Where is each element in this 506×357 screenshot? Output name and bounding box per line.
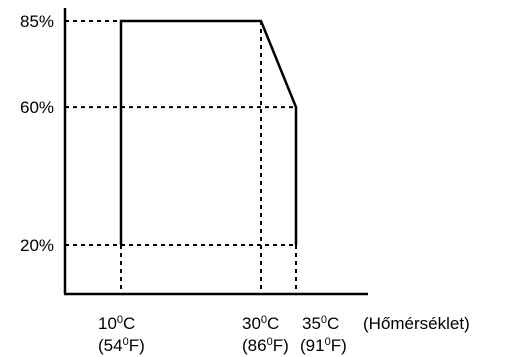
x-tick-sublabel: (860F) [242, 336, 289, 355]
x-axis-title: (Hőmérséklet) [363, 314, 470, 333]
y-tick-label: 85% [20, 12, 54, 31]
x-tick-sublabel: (540F) [98, 336, 145, 355]
x-tick-sublabel: (910F) [300, 336, 347, 355]
x-tick-label: 100C [98, 314, 135, 333]
x-tick-label: 350C [302, 314, 339, 333]
y-tick-label: 20% [20, 236, 54, 255]
y-tick-label: 60% [20, 98, 54, 117]
x-tick-label: 300C [242, 314, 279, 333]
operating-region [119, 19, 298, 245]
